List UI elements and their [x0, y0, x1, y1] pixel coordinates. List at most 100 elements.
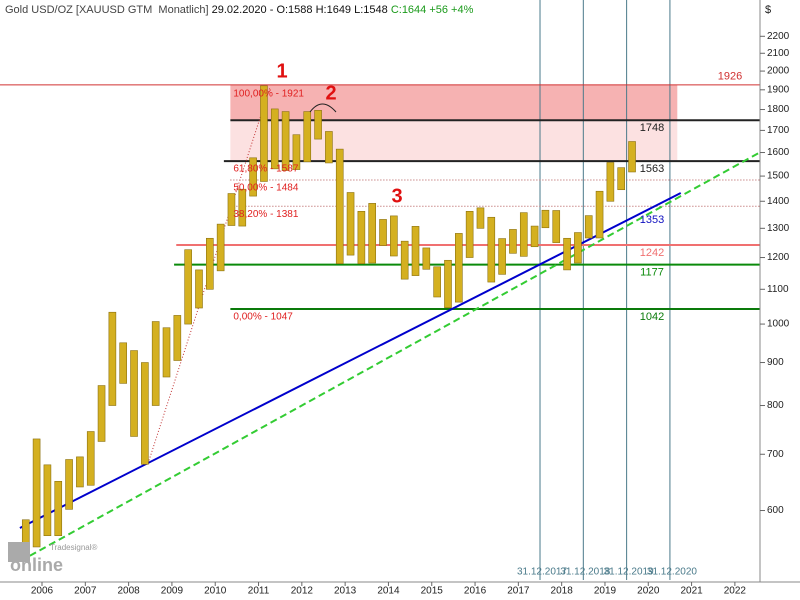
price-bar [455, 233, 463, 303]
x-tick-label: 2015 [421, 586, 444, 597]
change: C:1644 +56 +4% [391, 4, 474, 16]
y-tick-label: 1500 [767, 171, 790, 182]
price-bar [335, 148, 344, 264]
x-tick-label: 2020 [637, 586, 660, 597]
price-bar [86, 431, 95, 486]
fib-label: 61,80% - 1587 [233, 164, 298, 175]
date-label: 31.12.2018 [560, 567, 610, 578]
annotation: 2 [325, 82, 336, 104]
unit-label: $ [765, 4, 771, 16]
x-tick-label: 2018 [551, 586, 574, 597]
price-bar [411, 226, 420, 276]
x-tick-label: 2012 [291, 586, 314, 597]
arc-mark [309, 103, 337, 113]
price-bar [260, 85, 268, 182]
ohlc: 29.02.2020 - O:1588 H:1649 L:1548 [212, 4, 388, 16]
price-bar [54, 481, 63, 537]
price-bar [108, 311, 117, 406]
level-label: 1563 [640, 163, 664, 175]
price-bar [270, 108, 279, 170]
y-tick-label: 2200 [767, 31, 790, 42]
price-bar [476, 207, 485, 229]
level-label: 1177 [640, 266, 664, 278]
x-tick-label: 2009 [161, 586, 184, 597]
x-tick-label: 2013 [334, 586, 357, 597]
price-bar [617, 167, 626, 191]
price-bar [141, 362, 149, 465]
y-tick-label: 1600 [767, 147, 790, 158]
price-bar [509, 229, 517, 254]
price-bar [379, 219, 387, 246]
x-tick-label: 2007 [74, 586, 97, 597]
y-tick-label: 1400 [767, 196, 790, 207]
y-tick-label: 1300 [767, 223, 790, 234]
date-label: 31.12.2017 [517, 567, 567, 578]
date-label: 31.12.2019 [604, 567, 654, 578]
price-bar [249, 157, 257, 197]
price-bar [162, 327, 171, 378]
x-tick-label: 2008 [117, 586, 140, 597]
logo-brand: Tradesignal® [50, 543, 98, 552]
price-bar [281, 111, 290, 171]
fib-label: 38,20% - 1381 [233, 209, 298, 220]
y-tick-label: 1900 [767, 84, 790, 95]
price-bar [65, 459, 73, 510]
price-bar [390, 215, 398, 257]
price-bar [595, 190, 604, 239]
x-tick-label: 2006 [31, 586, 54, 597]
x-tick-label: 2016 [464, 586, 487, 597]
price-bar [444, 259, 452, 308]
level-label: 1042 [640, 311, 664, 323]
annotation: 3 [391, 185, 402, 207]
price-bar [487, 216, 496, 283]
price-bar [325, 131, 333, 164]
price-bar [552, 210, 561, 243]
level-label: 1242 [640, 247, 664, 259]
price-bar [498, 238, 506, 275]
price-bar [173, 315, 182, 361]
y-tick-label: 2100 [767, 48, 790, 59]
x-tick-label: 2014 [377, 586, 400, 597]
price-bar [130, 350, 138, 437]
x-tick-label: 2019 [594, 586, 617, 597]
plot: 1926 1748 1563 1242 1177 1042 100,00% - 1921 61… [0, 0, 761, 580]
trendline [29, 151, 761, 557]
price-bar [32, 438, 41, 548]
level-label: 1926 [718, 71, 742, 83]
price-bar [314, 110, 322, 140]
annotation: 1353 [640, 214, 664, 226]
price-bar [628, 141, 636, 173]
y-tick-label: 1000 [767, 319, 790, 330]
y-tick-label: 900 [767, 357, 784, 368]
level-label: 1748 [640, 122, 664, 134]
price-bar [206, 237, 214, 290]
date-label: 31.12.2020 [647, 567, 697, 578]
y-tick-label: 1100 [767, 284, 789, 295]
annotation: 1 [276, 60, 287, 82]
price-bar [465, 211, 474, 258]
x-tick-label: 2017 [507, 586, 530, 597]
price-bar [151, 321, 160, 406]
price-bar [541, 209, 550, 229]
x-tick-label: 2021 [680, 586, 703, 597]
logo-box [8, 542, 30, 562]
y-tick-label: 800 [767, 400, 784, 411]
price-bar [216, 223, 225, 272]
price-bar [530, 225, 539, 248]
y-tick-label: 1700 [767, 125, 790, 136]
y-tick-label: 1800 [767, 104, 790, 115]
price-bar [238, 188, 247, 227]
price-bar [563, 237, 571, 271]
price-bar [357, 211, 366, 264]
y-tick-label: 2000 [767, 66, 790, 77]
price-bar [43, 464, 52, 537]
price-bar [292, 134, 301, 170]
price-bar [400, 240, 409, 280]
x-tick-label: 2010 [204, 586, 227, 597]
header: Gold USD/OZ [XAUUSD GTM Monatlich] 29.02… [5, 4, 474, 16]
instrument: Gold USD/OZ [XAUUSD GTM Monatlich] [5, 4, 209, 16]
price-bar [422, 247, 431, 270]
x-tick-label: 2022 [724, 586, 747, 597]
price-bar [76, 456, 84, 488]
price-bar [606, 162, 615, 202]
